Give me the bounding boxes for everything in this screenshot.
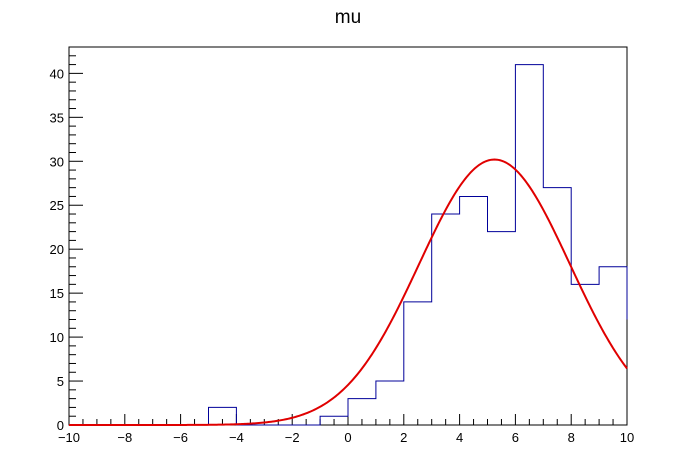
- histogram-bar: [404, 302, 432, 425]
- y-tick-label: 5: [57, 374, 64, 389]
- x-tick-label: 10: [620, 430, 634, 445]
- x-tick-label: 6: [512, 430, 519, 445]
- y-tick-label: 40: [50, 66, 64, 81]
- histogram-bar: [599, 267, 627, 425]
- histogram-outline: [69, 64, 628, 426]
- histogram-bar: [460, 196, 488, 425]
- y-tick-label: 25: [50, 198, 64, 213]
- histogram-bar: [515, 65, 543, 425]
- y-tick-label: 10: [50, 330, 64, 345]
- x-tick-label: −10: [58, 430, 80, 445]
- histogram-bar: [543, 188, 571, 425]
- histogram-bar: [571, 284, 599, 425]
- x-tick-label: 4: [456, 430, 463, 445]
- y-tick-label: 15: [50, 286, 64, 301]
- y-tick-labels: 0 5 10 15 20 25 30 35 40: [50, 66, 64, 433]
- x-tick-label: 0: [344, 430, 351, 445]
- chart-title: mu: [335, 7, 361, 28]
- x-tick-label: −8: [117, 430, 132, 445]
- y-tick-label: 30: [50, 154, 64, 169]
- histogram-bar: [376, 381, 404, 425]
- histogram-bar: [488, 232, 516, 425]
- x-tick-label: 2: [400, 430, 407, 445]
- x-tick-label: −2: [285, 430, 300, 445]
- x-tick-label: 8: [568, 430, 575, 445]
- y-tick-label: 35: [50, 110, 64, 125]
- histogram-bar: [432, 214, 460, 425]
- y-tick-label: 20: [50, 242, 64, 257]
- y-tick-label: 0: [57, 418, 64, 433]
- x-tick-labels: −10 −8 −6 −4 −2 0 2 4 6 8 10: [58, 430, 634, 445]
- histogram-bins: [209, 65, 628, 425]
- gaussian-fit-curve: [69, 158, 628, 426]
- x-tick-label: −6: [173, 430, 188, 445]
- x-tick-label: −4: [229, 430, 244, 445]
